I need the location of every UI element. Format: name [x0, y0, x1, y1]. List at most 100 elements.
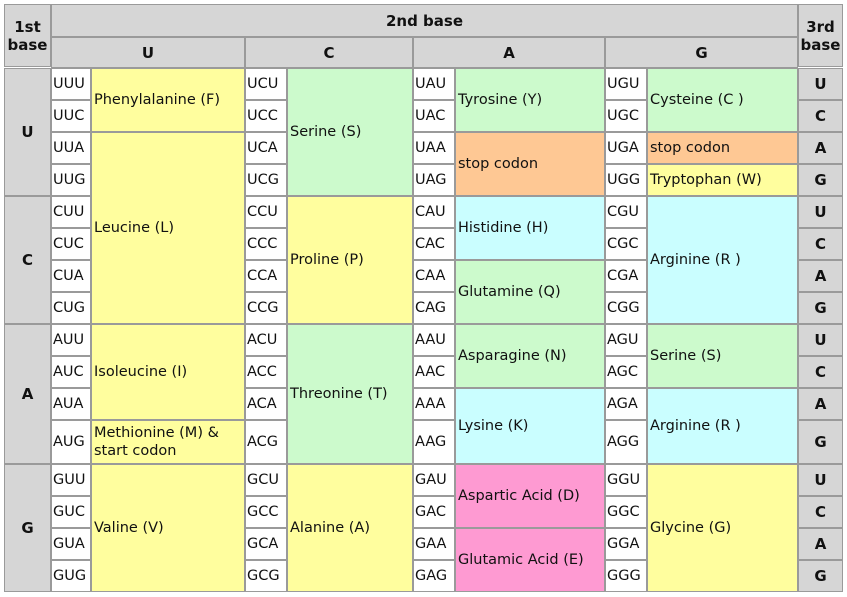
second-base-letter-g: G — [605, 37, 798, 68]
amino-acid-cell: Methionine (M) & start codon — [91, 420, 245, 464]
third-base-letter: A — [798, 388, 843, 420]
amino-acid-cell: Leucine (L) — [91, 132, 245, 324]
amino-acid-cell: stop codon — [647, 132, 798, 164]
codon-cell: GGU — [605, 464, 647, 496]
amino-acid-cell: Glycine (G) — [647, 464, 798, 592]
first-base-letter-u: U — [4, 68, 51, 196]
amino-acid-cell: Glutamine (Q) — [455, 260, 605, 324]
codon-cell: UUC — [51, 100, 91, 132]
codon-cell: UAC — [413, 100, 455, 132]
third-base-letter: C — [798, 496, 843, 528]
amino-acid-cell: Histidine (H) — [455, 196, 605, 260]
amino-acid-cell: Serine (S) — [287, 68, 413, 196]
codon-cell: UCG — [245, 164, 287, 196]
amino-acid-cell: Glutamic Acid (E) — [455, 528, 605, 592]
codon-cell: CUC — [51, 228, 91, 260]
amino-acid-cell: stop codon — [455, 132, 605, 196]
codon-cell: UGU — [605, 68, 647, 100]
codon-cell: AAU — [413, 324, 455, 356]
codon-cell: CCU — [245, 196, 287, 228]
codon-cell: AGA — [605, 388, 647, 420]
codon-cell: GCA — [245, 528, 287, 560]
codon-cell: GCC — [245, 496, 287, 528]
codon-cell: UUA — [51, 132, 91, 164]
third-base-letter: G — [798, 164, 843, 196]
codon-cell: GAU — [413, 464, 455, 496]
codon-cell: UGA — [605, 132, 647, 164]
codon-cell: UAU — [413, 68, 455, 100]
third-base-letter: U — [798, 324, 843, 356]
codon-cell: GAC — [413, 496, 455, 528]
amino-acid-cell: Cysteine (C ) — [647, 68, 798, 132]
codon-cell: CGC — [605, 228, 647, 260]
codon-cell: AUU — [51, 324, 91, 356]
codon-cell: CCG — [245, 292, 287, 324]
codon-cell: GGC — [605, 496, 647, 528]
third-base-letter: U — [798, 196, 843, 228]
codon-cell: CAC — [413, 228, 455, 260]
codon-cell: CCA — [245, 260, 287, 292]
first-base-letter-a: A — [4, 324, 51, 464]
codon-cell: AUG — [51, 420, 91, 464]
amino-acid-cell: Lysine (K) — [455, 388, 605, 464]
codon-cell: UUG — [51, 164, 91, 196]
second-base-letter-a: A — [413, 37, 605, 68]
codon-cell: GAG — [413, 560, 455, 592]
second-base-letter-c: C — [245, 37, 413, 68]
first-base-header: 1st base — [4, 4, 51, 67]
codon-cell: CAA — [413, 260, 455, 292]
codon-cell: AUA — [51, 388, 91, 420]
codon-cell: UCU — [245, 68, 287, 100]
amino-acid-cell: Proline (P) — [287, 196, 413, 324]
codon-cell: ACA — [245, 388, 287, 420]
codon-cell: ACG — [245, 420, 287, 464]
amino-acid-cell: Tryptophan (W) — [647, 164, 798, 196]
codon-cell: CGG — [605, 292, 647, 324]
codon-cell: GUC — [51, 496, 91, 528]
amino-acid-cell: Arginine (R ) — [647, 388, 798, 464]
third-base-letter: U — [798, 464, 843, 496]
codon-cell: CAU — [413, 196, 455, 228]
codon-cell: AAG — [413, 420, 455, 464]
amino-acid-cell: Tyrosine (Y) — [455, 68, 605, 132]
third-base-letter: C — [798, 356, 843, 388]
amino-acid-cell: Asparagine (N) — [455, 324, 605, 388]
third-base-letter: A — [798, 132, 843, 164]
codon-cell: CAG — [413, 292, 455, 324]
codon-cell: GUU — [51, 464, 91, 496]
amino-acid-cell: Aspartic Acid (D) — [455, 464, 605, 528]
codon-cell: UAG — [413, 164, 455, 196]
codon-cell: GAA — [413, 528, 455, 560]
amino-acid-cell: Valine (V) — [91, 464, 245, 592]
codon-cell: GGA — [605, 528, 647, 560]
amino-acid-cell: Threonine (T) — [287, 324, 413, 464]
codon-cell: GCU — [245, 464, 287, 496]
third-base-letter: C — [798, 100, 843, 132]
codon-cell: AUC — [51, 356, 91, 388]
third-base-letter: G — [798, 292, 843, 324]
codon-cell: UCC — [245, 100, 287, 132]
codon-cell: CGU — [605, 196, 647, 228]
third-base-letter: A — [798, 528, 843, 560]
first-base-letter-g: G — [4, 464, 51, 592]
codon-cell: UGG — [605, 164, 647, 196]
codon-cell: UGC — [605, 100, 647, 132]
codon-cell: CUA — [51, 260, 91, 292]
third-base-letter: U — [798, 68, 843, 100]
amino-acid-cell: Serine (S) — [647, 324, 798, 388]
codon-cell: AAA — [413, 388, 455, 420]
codon-cell: UCA — [245, 132, 287, 164]
third-base-header: 3rd base — [798, 4, 843, 67]
codon-cell: ACU — [245, 324, 287, 356]
codon-cell: GGG — [605, 560, 647, 592]
codon-cell: AAC — [413, 356, 455, 388]
amino-acid-cell: Alanine (A) — [287, 464, 413, 592]
codon-cell: GUG — [51, 560, 91, 592]
codon-cell: AGG — [605, 420, 647, 464]
codon-cell: GUA — [51, 528, 91, 560]
codon-cell: AGC — [605, 356, 647, 388]
amino-acid-cell: Phenylalanine (F) — [91, 68, 245, 132]
codon-cell: UUU — [51, 68, 91, 100]
codon-cell: UAA — [413, 132, 455, 164]
